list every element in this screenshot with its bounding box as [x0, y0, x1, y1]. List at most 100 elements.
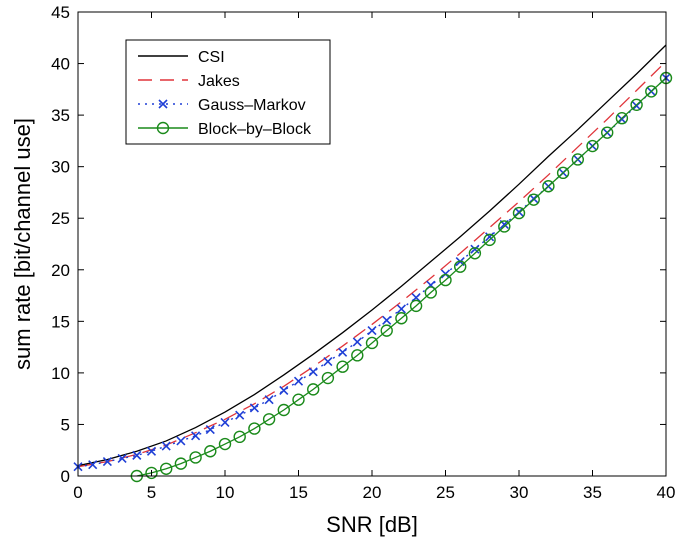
x-marker — [308, 367, 318, 377]
legend-label: Gauss–Markov — [198, 97, 306, 114]
circle-marker — [468, 247, 482, 260]
series-0 — [77, 44, 667, 467]
x-marker — [382, 315, 392, 325]
x-tick-label: 25 — [436, 483, 455, 502]
x-marker — [158, 99, 168, 109]
circle-marker — [248, 422, 261, 435]
circle-marker — [527, 193, 540, 206]
circle-marker — [189, 451, 202, 464]
circle-marker — [395, 312, 408, 325]
circle-marker — [159, 462, 173, 475]
x-marker — [235, 410, 245, 420]
circle-marker — [351, 349, 364, 362]
axes: 0 5 10 15 20 25 30 35 40 0 5 10 15 20 25 30 35 40 45 — [51, 3, 675, 502]
y-tick-label: 10 — [51, 364, 70, 383]
series-3 — [130, 71, 673, 483]
circle-marker — [307, 383, 320, 396]
circle-marker — [556, 166, 570, 180]
legend-label: CSI — [198, 49, 225, 66]
x-marker — [279, 385, 289, 395]
x-tick-label: 35 — [583, 483, 602, 502]
y-tick-label: 30 — [51, 158, 70, 177]
y-tick-label: 5 — [61, 415, 70, 434]
x-axis-label: SNR [dB] — [326, 512, 418, 537]
y-axis-label: sum rate [bit/channel use] — [10, 118, 35, 370]
y-tick-label: 40 — [51, 55, 70, 74]
y-tick-label: 15 — [51, 312, 70, 331]
circle-marker — [336, 360, 349, 373]
x-tick-label: 10 — [216, 483, 235, 502]
circle-marker — [645, 85, 658, 98]
circle-marker — [512, 206, 526, 220]
circle-marker — [380, 324, 393, 337]
circle-marker — [292, 393, 305, 406]
x-marker — [220, 417, 230, 427]
y-tick-label: 45 — [51, 3, 70, 22]
series-line — [77, 61, 667, 468]
y-tick-label: 20 — [51, 261, 70, 280]
x-marker — [293, 376, 304, 386]
legend-label: Jakes — [198, 73, 240, 90]
circle-marker — [145, 466, 158, 480]
legend-entry-0: CSI — [138, 49, 225, 66]
x-tick-label: 5 — [147, 483, 156, 502]
x-marker — [470, 244, 480, 254]
x-marker — [264, 395, 274, 405]
x-marker — [176, 436, 186, 446]
x-marker — [146, 446, 157, 456]
x-tick-label: 0 — [73, 483, 82, 502]
circle-marker — [204, 445, 217, 458]
circle-marker — [483, 233, 496, 247]
circle-marker — [233, 430, 246, 444]
legend-entry-3: Block–by–Block — [138, 121, 312, 138]
legend-box — [125, 39, 331, 145]
circle-marker — [277, 403, 290, 417]
circle-marker — [321, 371, 335, 385]
x-marker — [367, 326, 377, 336]
legend-entry-2: Gauss–Markov — [138, 97, 306, 114]
x-marker — [396, 304, 406, 314]
x-marker — [249, 403, 259, 413]
series-1 — [77, 61, 667, 468]
circle-marker — [630, 98, 643, 112]
x-tick-label: 30 — [510, 483, 529, 502]
circle-marker — [424, 286, 437, 299]
circle-marker — [174, 457, 188, 470]
legend-entry-1: Jakes — [138, 73, 240, 90]
x-marker — [102, 456, 112, 467]
circle-marker — [615, 112, 629, 125]
x-marker — [323, 356, 333, 367]
y-tick-label: 35 — [51, 106, 70, 125]
circle-marker — [542, 180, 555, 193]
x-marker — [132, 450, 142, 460]
x-marker — [352, 337, 362, 347]
circle-marker — [586, 139, 599, 153]
circle-marker — [156, 121, 170, 135]
circle-marker — [262, 413, 276, 426]
plot-area — [73, 44, 673, 483]
legend: CSI Jakes Gauss–Markov Block–by–Block — [125, 39, 331, 145]
x-marker — [338, 347, 348, 357]
x-marker — [205, 425, 215, 435]
x-marker — [191, 431, 201, 441]
circle-marker — [571, 153, 584, 166]
circle-marker — [218, 437, 232, 451]
circle-marker — [365, 336, 379, 350]
x-tick-label: 20 — [363, 483, 382, 502]
circle-marker — [601, 126, 614, 139]
circle-marker — [454, 260, 467, 273]
series-line — [136, 77, 667, 477]
legend-label: Block–by–Block — [198, 121, 312, 138]
x-marker — [88, 460, 98, 470]
x-tick-label: 15 — [289, 483, 308, 502]
x-marker — [117, 453, 127, 464]
x-marker — [485, 232, 495, 242]
circle-marker — [498, 220, 511, 233]
circle-marker — [409, 299, 423, 313]
series-line — [77, 44, 667, 467]
x-marker — [161, 441, 171, 451]
y-tick-label: 0 — [61, 467, 70, 486]
y-tick-label: 25 — [51, 209, 70, 228]
circle-marker — [439, 273, 452, 287]
